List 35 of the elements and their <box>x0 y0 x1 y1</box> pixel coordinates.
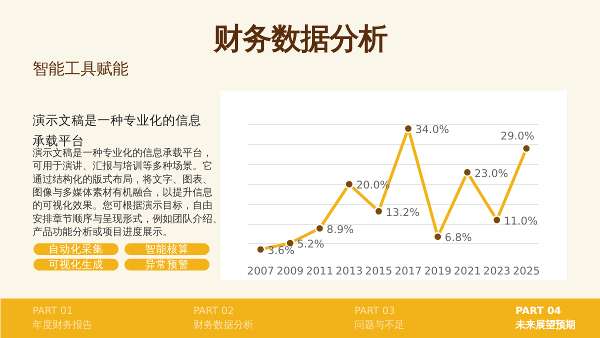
data-label: 34.0% <box>415 123 450 136</box>
x-tick-label: 2015 <box>365 264 392 278</box>
text: 财务数据分析 <box>212 22 388 56</box>
text: PART 03 <box>354 306 395 317</box>
x-tick-label: 2007 <box>247 264 274 278</box>
text: 智能核算 <box>145 242 189 256</box>
x-tick-label: 2017 <box>394 264 422 278</box>
data-label: 6.8% <box>444 231 472 244</box>
text: 年度财务报告 <box>32 319 92 331</box>
x-tick-label: 2025 <box>512 264 540 278</box>
x-tick-label: 2021 <box>454 264 481 278</box>
data-label: 23.0% <box>474 166 508 180</box>
data-label: 29.0% <box>500 129 534 142</box>
x-tick-label: 2011 <box>306 264 334 278</box>
x-tick-label: 2023 <box>483 264 510 278</box>
text: PART 04 <box>516 306 562 317</box>
text: PART 01 <box>32 306 73 317</box>
text: 可视化生成 <box>48 258 104 272</box>
text: 智能工具赋能 <box>32 59 128 78</box>
data-label: 13.2% <box>386 206 420 219</box>
text: 自动化采集 <box>48 242 104 256</box>
data-label: 8.9% <box>326 222 354 236</box>
data-label: 3.6% <box>268 244 295 257</box>
x-tick-label: 2013 <box>336 264 363 278</box>
text: 演示文稿是一种专业化的信息承载平台，可用于演讲、汇报与培训等多种场景。它通过结构化的版式布局，将文字、图表、图像与多媒体素材有机融合，以提升信息的可视化效果。您可根据演示目标，自由安排章节顺序与呈现形式，例如团队介绍、产品功能分析或项目进度展示。 <box>32 146 222 238</box>
data-label: 11.0% <box>504 214 538 228</box>
text: 问题与不足 <box>354 319 404 331</box>
text: 财务数据分析 <box>194 319 254 331</box>
text: 未来展望预期 <box>514 319 576 331</box>
data-label: 5.2% <box>297 238 324 251</box>
text: 异常预警 <box>145 258 189 272</box>
text: 演示文稿是一种专业化的信息承载平台 <box>32 112 202 148</box>
text: PART 02 <box>194 306 234 317</box>
x-tick-label: 2009 <box>276 264 304 278</box>
x-tick-label: 2019 <box>424 264 452 278</box>
